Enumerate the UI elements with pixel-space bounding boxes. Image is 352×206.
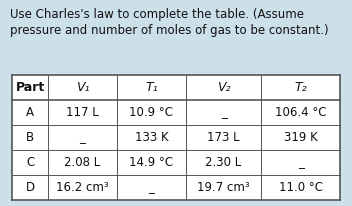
Text: A: A (26, 106, 34, 119)
Text: 14.9 °C: 14.9 °C (129, 156, 174, 169)
Text: T₁: T₁ (145, 81, 158, 94)
Text: C: C (26, 156, 34, 169)
Text: 117 L: 117 L (66, 106, 99, 119)
Text: Part: Part (16, 81, 45, 94)
Text: D: D (25, 181, 34, 194)
Text: 16.2 cm³: 16.2 cm³ (56, 181, 109, 194)
Text: _: _ (221, 106, 226, 119)
Text: V₁: V₁ (76, 81, 89, 94)
Text: Use Charles's law to complete the table. (Assume: Use Charles's law to complete the table.… (10, 8, 304, 21)
Text: 11.0 °C: 11.0 °C (279, 181, 323, 194)
Text: 2.30 L: 2.30 L (206, 156, 242, 169)
Text: 10.9 °C: 10.9 °C (130, 106, 174, 119)
Text: 319 K: 319 K (284, 131, 318, 144)
Text: 173 L: 173 L (207, 131, 240, 144)
Text: _: _ (298, 156, 303, 169)
Text: B: B (26, 131, 34, 144)
Text: V₂: V₂ (217, 81, 230, 94)
Text: 133 K: 133 K (134, 131, 168, 144)
Text: _: _ (80, 131, 86, 144)
Bar (12, 75, 340, 200)
Text: T₂: T₂ (294, 81, 307, 94)
Text: 19.7 cm³: 19.7 cm³ (197, 181, 250, 194)
Text: _: _ (149, 181, 154, 194)
Text: pressure and number of moles of gas to be constant.): pressure and number of moles of gas to b… (10, 24, 329, 37)
Text: 2.08 L: 2.08 L (64, 156, 101, 169)
Text: 106.4 °C: 106.4 °C (275, 106, 326, 119)
